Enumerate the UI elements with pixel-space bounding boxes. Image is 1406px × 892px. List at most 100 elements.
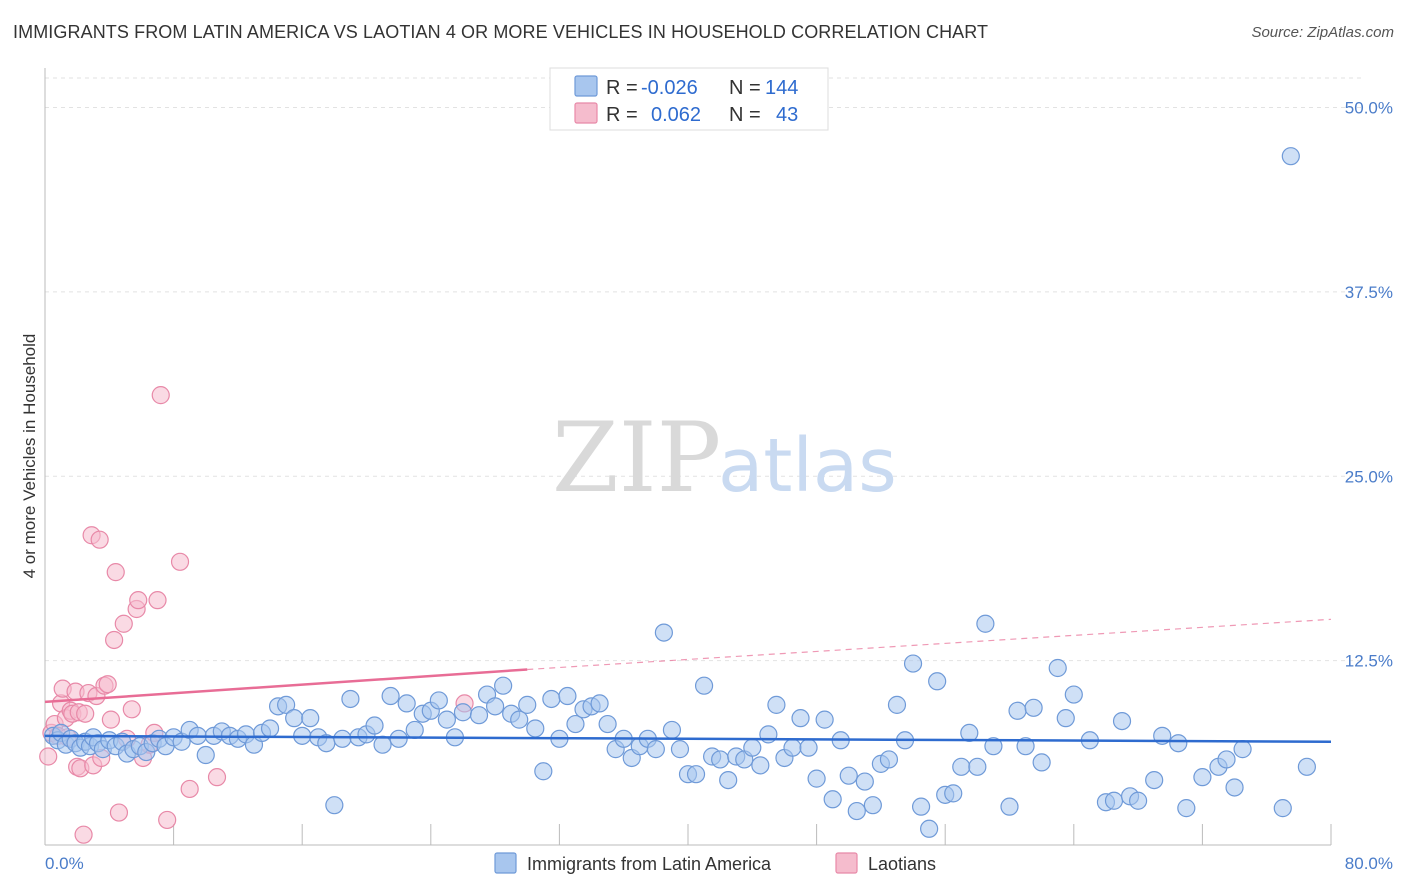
- latin-america-point: [1064, 685, 1083, 704]
- laotians-point: [122, 700, 141, 719]
- latin-america-point: [863, 796, 882, 815]
- latin-america-point: [598, 714, 617, 734]
- watermark: ZIP atlas: [552, 402, 897, 514]
- latin-america-point: [333, 729, 352, 748]
- latin-america-point: [325, 796, 344, 815]
- latin-america-point: [783, 738, 802, 757]
- latin-america-point: [839, 766, 858, 785]
- latin-america-point: [1032, 753, 1051, 772]
- latin-america-point: [1281, 147, 1300, 166]
- latin-america-point: [1145, 770, 1164, 790]
- latin-america-point: [823, 790, 842, 809]
- latin-america-point: [670, 740, 690, 759]
- latin-america-point: [711, 750, 730, 769]
- latin-america-point: [389, 729, 408, 748]
- y-tick-label: 37.5%: [1345, 283, 1393, 302]
- latin-america-point: [285, 709, 304, 728]
- bottom-legend-swatch-pink: [835, 852, 858, 874]
- latin-america-point: [1000, 797, 1019, 816]
- latin-america-point: [558, 686, 577, 706]
- latin-america-point: [1128, 791, 1148, 810]
- bottom-legend-label: Laotians: [868, 854, 936, 874]
- latin-america-point: [751, 756, 770, 775]
- latin-america-point: [847, 801, 866, 821]
- latin-america-point: [807, 769, 826, 788]
- grid-lines: [45, 77, 1361, 662]
- latin-america-point: [1056, 709, 1075, 728]
- laotians-point: [151, 386, 170, 405]
- y-tick-labels: 12.5% 25.0% 37.5% 50.0%: [1345, 99, 1393, 671]
- chart-title: IMMIGRANTS FROM LATIN AMERICA VS LAOTIAN…: [13, 22, 989, 42]
- x-tick-labels: 0.0% 80.0%: [45, 854, 1393, 873]
- latin-america-point: [1217, 750, 1236, 769]
- laotians-trend-line: [44, 668, 528, 704]
- latin-america-point: [510, 710, 529, 729]
- bottom-legend-label: Immigrants from Latin America: [527, 854, 772, 874]
- latin-america-point: [365, 716, 384, 735]
- laotians-points: [39, 386, 474, 844]
- latin-america-point: [1225, 778, 1244, 797]
- latin-america-point: [968, 757, 987, 776]
- latin-america-point: [694, 676, 714, 695]
- latin-america-point: [437, 710, 456, 729]
- latin-america-point: [815, 710, 834, 729]
- latin-america-point: [887, 695, 907, 714]
- latin-america-point: [196, 745, 215, 765]
- latin-america-point: [405, 720, 424, 740]
- latin-america-point: [1048, 658, 1067, 678]
- legend-r-label: R =: [606, 104, 638, 126]
- series-legend: Immigrants from Latin America Laotians: [494, 852, 936, 874]
- latin-america-point: [1297, 757, 1316, 776]
- latin-america-point: [686, 765, 706, 784]
- y-tick-label: 50.0%: [1345, 99, 1393, 118]
- latin-america-point: [654, 623, 673, 642]
- legend-swatch-pink: [574, 102, 598, 124]
- latin-america-point: [301, 709, 320, 728]
- laotians-point: [170, 552, 190, 571]
- latin-america-point: [486, 697, 505, 716]
- latin-america-point: [494, 676, 513, 695]
- latin-america-point: [1024, 698, 1043, 717]
- laotians-trend-extension: [527, 618, 1332, 671]
- latin-america-point: [920, 819, 939, 838]
- legend-swatch-blue: [574, 75, 598, 97]
- laotians-point: [74, 825, 93, 844]
- correlation-legend: R = -0.026 N = 144 R = 0.062 N = 43: [549, 67, 829, 131]
- latin-america-point: [799, 738, 818, 757]
- latin-america-point: [453, 703, 473, 722]
- laotians-point: [39, 747, 58, 766]
- laotians-point: [207, 768, 227, 787]
- laotians-point: [129, 591, 148, 610]
- laotians-point: [106, 563, 125, 582]
- latin-america-point: [542, 689, 561, 709]
- watermark-zip: ZIP: [552, 402, 721, 514]
- latin-america-point: [944, 784, 963, 803]
- latin-america-point: [743, 738, 762, 757]
- latin-america-point: [976, 614, 995, 633]
- latin-america-point: [1169, 734, 1188, 753]
- latin-america-point: [855, 772, 874, 791]
- latin-america-point: [903, 654, 923, 673]
- x-tick-label: 0.0%: [45, 854, 84, 873]
- latin-america-point: [590, 694, 609, 713]
- latin-america-point: [984, 737, 1003, 756]
- latin-america-point: [928, 672, 947, 691]
- latin-america-point: [1177, 799, 1196, 818]
- latin-america-trend-line: [44, 734, 1332, 743]
- axes: [44, 68, 1332, 846]
- latin-america-point: [952, 757, 971, 776]
- laotians-point: [90, 530, 109, 549]
- latin-america-point: [260, 719, 280, 738]
- latin-america-point: [1233, 740, 1252, 759]
- legend-n-value: 144: [765, 77, 798, 99]
- laotians-point: [114, 614, 133, 633]
- y-tick-label: 12.5%: [1345, 652, 1393, 671]
- laotians-point: [98, 675, 117, 694]
- latin-america-point: [662, 720, 682, 740]
- latin-america-point: [277, 695, 296, 714]
- latin-america-point: [1008, 701, 1027, 720]
- laotians-point: [109, 803, 129, 822]
- laotians-point: [105, 630, 124, 650]
- x-tick-label: 80.0%: [1345, 854, 1393, 873]
